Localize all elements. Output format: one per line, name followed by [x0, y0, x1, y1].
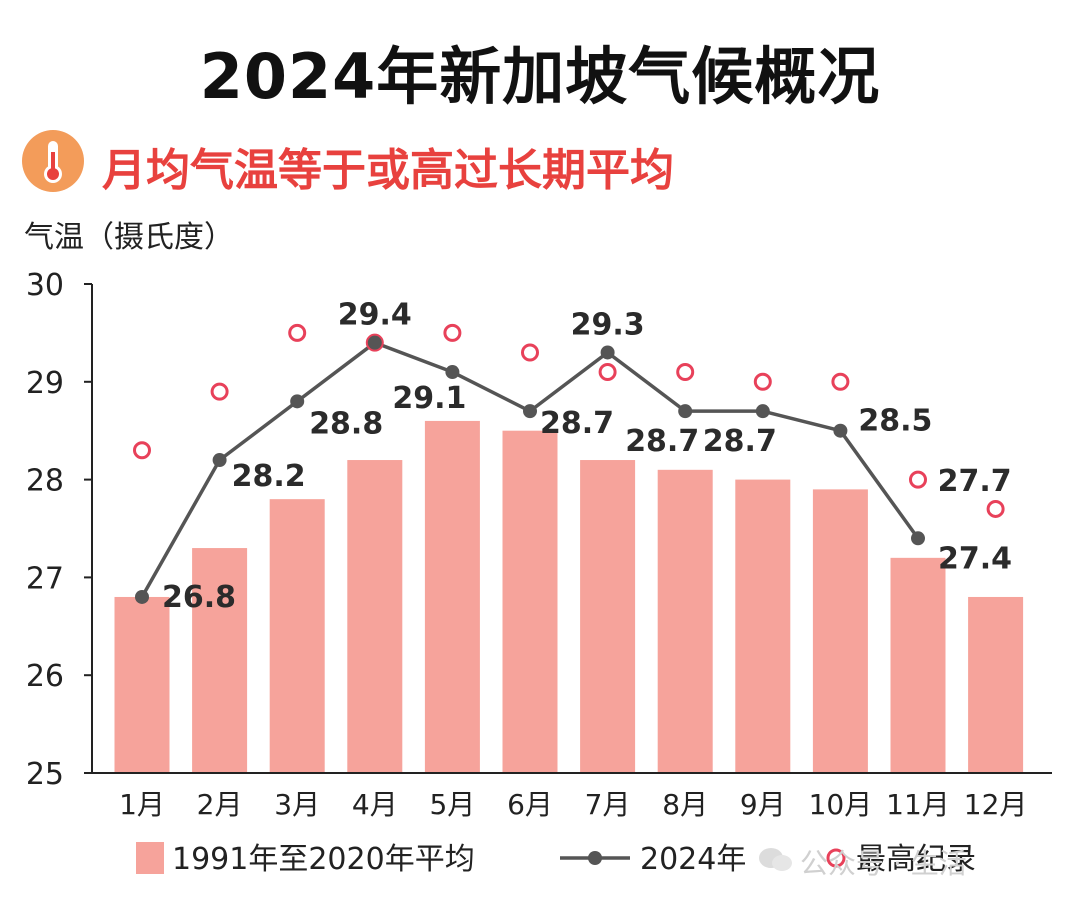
wechat-icon: [758, 846, 794, 874]
record-point: [288, 323, 307, 342]
data-label-2024: 27.4: [938, 541, 1012, 576]
x-tick-label: 3月: [274, 788, 320, 821]
y-tick-label: 28: [26, 464, 64, 499]
point-2024: [290, 394, 305, 409]
point-2024: [212, 453, 227, 468]
data-label-2024: 29.3: [571, 307, 645, 342]
record-point: [986, 499, 1005, 518]
point-2024: [911, 531, 925, 546]
y-tick-label: 27: [26, 561, 64, 596]
subtitle: 月均气温等于或高过长期平均: [102, 145, 674, 196]
data-label-2024: 28.7: [625, 424, 699, 459]
data-label-2024: 27.7: [938, 464, 1012, 499]
bar-average: [735, 479, 791, 773]
y-axis-label: 气温（摄氏度）: [24, 220, 234, 255]
point-2024: [678, 404, 693, 419]
x-tick-label: 5月: [429, 788, 475, 821]
record-point: [443, 323, 462, 342]
x-tick-label: 6月: [507, 788, 553, 821]
record-point: [831, 372, 850, 391]
data-label-2024: 26.8: [162, 580, 236, 615]
bar-average: [580, 460, 636, 773]
record-point: [210, 382, 229, 401]
chart-title: 2024年新加坡气候概况: [199, 40, 881, 113]
data-label-2024: 28.7: [703, 424, 777, 459]
point-2024: [755, 404, 770, 419]
bar-average: [812, 489, 868, 773]
x-tick-label: 1月: [119, 788, 165, 821]
x-tick-label: 12月: [964, 788, 1028, 821]
point-2024: [445, 365, 460, 380]
data-label-2024: 29.1: [392, 381, 466, 416]
y-tick-label: 25: [26, 757, 64, 792]
y-tick-label: 30: [26, 268, 64, 303]
thermometer-icon: [22, 130, 84, 192]
point-2024: [833, 423, 848, 438]
record-point: [521, 343, 539, 362]
record-point: [909, 470, 927, 489]
bar-average: [657, 469, 713, 773]
x-tick-label: 10月: [809, 788, 873, 821]
bar-average: [347, 460, 403, 773]
legend-label-average: 1991年至2020年平均: [172, 842, 475, 877]
point-2024: [523, 404, 537, 419]
y-tick-label: 29: [26, 366, 64, 401]
bar-average: [269, 499, 325, 773]
bar-average: [424, 420, 480, 773]
legend-swatch-average: [136, 842, 164, 874]
bar-average: [968, 596, 1024, 773]
legend-label-record: 最高纪录: [856, 842, 976, 877]
x-tick-label: 11月: [886, 788, 950, 821]
data-label-2024: 28.8: [309, 406, 383, 441]
legend-swatch-point: [588, 851, 602, 865]
x-tick-label: 8月: [662, 788, 708, 821]
record-point: [753, 372, 772, 391]
x-tick-label: 2月: [197, 788, 243, 821]
point-2024: [600, 345, 615, 360]
point-2024: [367, 335, 382, 350]
data-label-2024: 28.7: [540, 406, 614, 441]
legend-label-2024: 2024年: [640, 842, 746, 877]
bar-average: [114, 596, 170, 773]
data-label-2024: 28.5: [858, 404, 932, 439]
watermark: 公众号 · 生活: [800, 847, 967, 880]
record-point: [598, 363, 617, 382]
x-tick-label: 9月: [740, 788, 786, 821]
x-tick-label: 4月: [352, 788, 398, 821]
record-point: [133, 441, 151, 460]
y-tick-label: 26: [26, 659, 64, 694]
legend-swatch-record: [826, 848, 846, 868]
bar-average: [502, 430, 558, 773]
record-point: [676, 363, 695, 382]
data-label-2024: 29.4: [338, 298, 412, 333]
bar-average: [890, 557, 946, 773]
data-label-2024: 28.2: [232, 459, 306, 494]
point-2024: [135, 589, 149, 604]
x-tick-label: 7月: [585, 788, 631, 821]
bar-average: [192, 548, 248, 773]
